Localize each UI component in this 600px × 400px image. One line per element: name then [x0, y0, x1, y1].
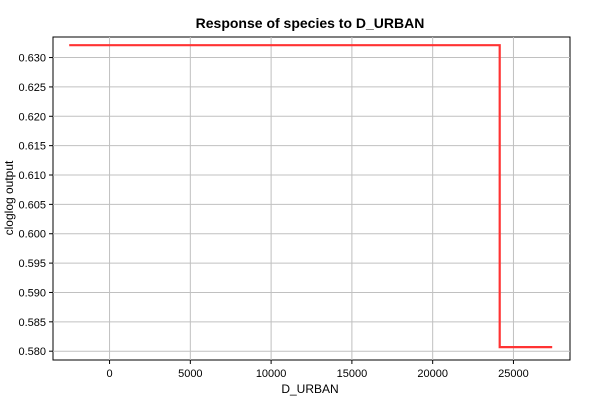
y-tick-label: 0.580 [18, 346, 46, 358]
y-tick-label: 0.595 [18, 258, 46, 270]
y-tick-label: 0.610 [18, 170, 46, 182]
x-tick-label: 20000 [417, 368, 448, 380]
y-tick-label: 0.585 [18, 317, 46, 329]
y-axis-ticks: 0.580 0.585 0.590 0.595 0.600 0.605 0.610 0.615… [18, 53, 53, 358]
y-tick-label: 0.600 [18, 229, 46, 241]
y-gridlines [53, 57, 570, 352]
y-tick-label: 0.615 [18, 141, 46, 153]
x-tick-label: 10000 [256, 368, 287, 380]
y-tick-label: 0.605 [18, 199, 46, 211]
y-tick-label: 0.630 [18, 53, 46, 65]
series-layer [69, 44, 553, 349]
y-tick-label: 0.625 [18, 82, 46, 94]
x-tick-label: 25000 [498, 368, 529, 380]
x-tick-label: 0 [106, 368, 112, 380]
response-curve [69, 44, 553, 349]
plot-area [52, 36, 571, 361]
x-tick-label: 5000 [178, 368, 202, 380]
x-axis-ticks: 0 5000 10000 15000 20000 25000 [106, 360, 529, 380]
y-tick-label: 0.590 [18, 287, 46, 299]
x-axis-label: D_URBAN [281, 382, 338, 396]
y-axis-label: cloglog output [2, 160, 16, 235]
chart-title: Response of species to D_URBAN [196, 15, 425, 31]
x-tick-label: 15000 [337, 368, 368, 380]
y-tick-label: 0.620 [18, 111, 46, 123]
x-gridlines [109, 37, 514, 360]
